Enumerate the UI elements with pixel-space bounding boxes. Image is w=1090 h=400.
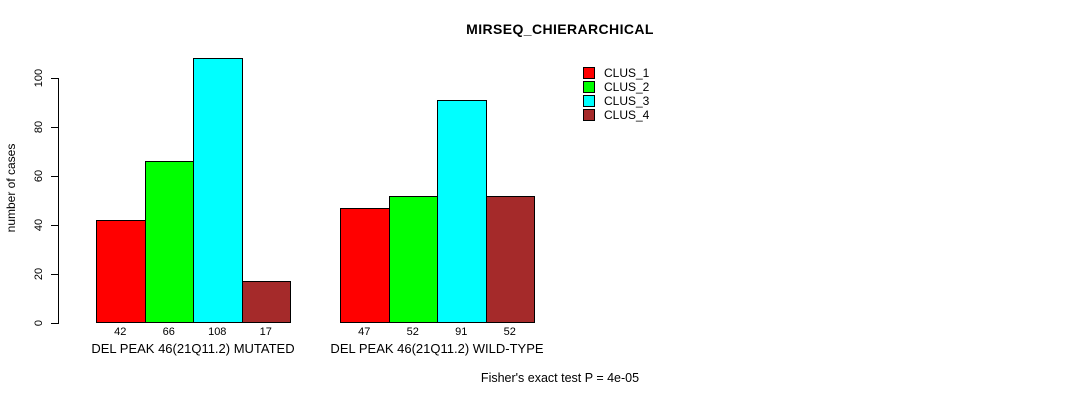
legend-label: CLUS_2	[604, 80, 650, 94]
legend-label: CLUS_4	[604, 108, 650, 122]
y-axis-tick	[51, 78, 58, 79]
y-axis-tick	[51, 127, 58, 128]
chart-title: MIRSEQ_CHIERARCHICAL	[466, 21, 654, 37]
bar-value-label: 52	[503, 326, 516, 338]
y-axis-tick	[51, 323, 58, 324]
legend-swatch	[583, 109, 595, 121]
bar-clus_2-group1	[144, 161, 194, 323]
legend-swatch	[583, 95, 595, 107]
bar-value-label: 42	[114, 326, 127, 338]
bar-value-label: 91	[455, 326, 468, 338]
y-axis-line	[58, 78, 59, 324]
bar-clus_3-group2	[437, 100, 487, 323]
legend-item-clus_2: CLUS_2	[583, 80, 649, 94]
bar-value-label: 66	[162, 326, 175, 338]
bar-value-label: 17	[259, 326, 272, 338]
y-axis-tick	[51, 274, 58, 275]
legend: CLUS_1 CLUS_2 CLUS_3 CLUS_4	[583, 66, 649, 122]
legend-swatch	[583, 67, 595, 79]
bar-value-label: 47	[358, 326, 371, 338]
legend-item-clus_1: CLUS_1	[583, 66, 649, 80]
bar-clus_3-group1	[193, 58, 243, 323]
bar-value-label: 52	[406, 326, 419, 338]
legend-item-clus_4: CLUS_4	[583, 108, 649, 122]
bar-clus_4-group1	[241, 281, 291, 323]
legend-label: CLUS_3	[604, 94, 650, 108]
bar-clus_2-group2	[388, 195, 438, 323]
legend-item-clus_3: CLUS_3	[583, 94, 649, 108]
y-tick-label: 100	[33, 68, 45, 88]
y-axis-tick	[51, 176, 58, 177]
bar-clus_1-group1	[96, 220, 146, 323]
y-axis-tick	[51, 225, 58, 226]
fisher-test-annotation: Fisher's exact test P = 4e-05	[480, 371, 640, 385]
legend-label: CLUS_1	[604, 66, 650, 80]
group-label-2: DEL PEAK 46(21Q11.2) WILD-TYPE	[330, 341, 544, 356]
group-label-1: DEL PEAK 46(21Q11.2) MUTATED	[91, 341, 295, 356]
legend-swatch	[583, 81, 595, 93]
bar-value-label: 108	[208, 326, 227, 338]
bar-clus_4-group2	[485, 195, 535, 323]
bar-clus_1-group2	[340, 207, 390, 323]
